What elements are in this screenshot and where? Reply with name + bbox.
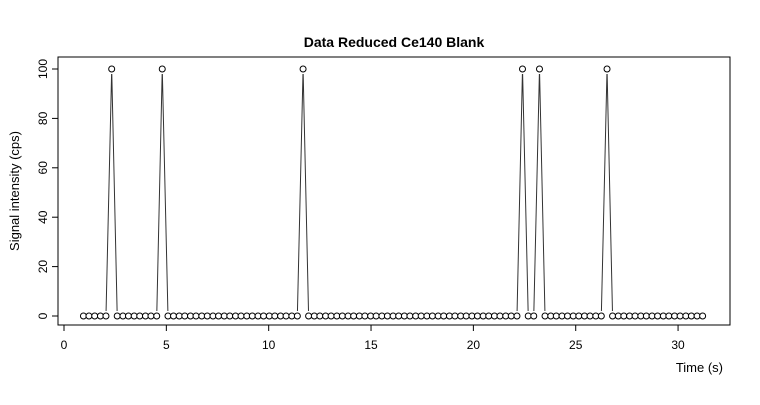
plot-box [57,56,731,326]
data-point [620,312,628,320]
data-point [338,312,346,320]
y-tick-label: 100 [36,59,50,79]
data-point [462,312,470,320]
data-point [665,312,673,320]
data-point [85,312,93,320]
data-point [192,312,200,320]
data-point [316,312,324,320]
data-point [91,312,99,320]
x-tick-label: 25 [569,338,583,352]
data-point [535,65,543,73]
data-point [513,312,521,320]
data-point [361,312,369,320]
x-axis-label: Time (s) [676,360,723,375]
x-tick-label: 5 [163,338,170,352]
data-point [271,312,279,320]
data-point [440,312,448,320]
data-point [147,312,155,320]
data-point [631,312,639,320]
data-point [248,312,256,320]
data-point [181,312,189,320]
data-point [552,312,560,320]
data-point [237,312,245,320]
data-point [203,312,211,320]
data-point [158,65,166,73]
data-point [687,312,695,320]
data-point [226,312,234,320]
data-points [79,65,707,320]
data-point [507,312,515,320]
data-point [293,312,301,320]
data-point [124,312,132,320]
data-point [113,312,121,320]
data-point [136,312,144,320]
data-point [519,65,526,73]
series-line [105,73,613,312]
data-point [108,65,116,73]
data-point [102,312,110,320]
y-tick-label: 60 [36,161,50,175]
data-point [417,312,425,320]
x-tick-label: 10 [262,338,276,352]
data-point [586,312,594,320]
y-tick-label: 20 [36,260,50,274]
data-point [496,312,504,320]
x-tick-label: 15 [364,338,378,352]
data-point [564,312,572,320]
data-point [642,312,650,320]
data-point [473,312,481,320]
y-tick-label: 0 [36,312,50,319]
data-point [609,312,617,320]
data-point [541,312,549,320]
data-point [282,312,290,320]
data-point [215,312,223,320]
data-point [299,65,307,73]
data-point [530,312,538,320]
data-point [327,312,335,320]
data-point [485,312,493,320]
data-point [451,312,459,320]
data-point [395,312,403,320]
data-point [305,312,313,320]
data-point [350,312,358,320]
data-point [699,312,707,320]
chart-title: Data Reduced Ce140 Blank [304,34,485,50]
data-point [153,312,161,320]
data-point [428,312,436,320]
data-point [260,312,268,320]
data-point [676,312,684,320]
y-tick-label: 80 [36,111,50,125]
data-point [372,312,380,320]
data-point [170,312,178,320]
x-tick-label: 0 [61,338,68,352]
y-axis: 0 20 40 60 80 100 [36,59,59,319]
data-point [406,312,414,320]
x-tick-label: 20 [467,338,481,352]
data-point [603,65,611,73]
data-point [597,312,605,320]
x-axis: 0 5 10 15 20 25 30 [61,324,685,352]
y-axis-label: Signal intensity (cps) [7,131,22,251]
x-tick-label: 30 [671,338,685,352]
y-tick-label: 40 [36,210,50,224]
data-point [383,312,391,320]
data-point [575,312,583,320]
data-point [654,312,662,320]
